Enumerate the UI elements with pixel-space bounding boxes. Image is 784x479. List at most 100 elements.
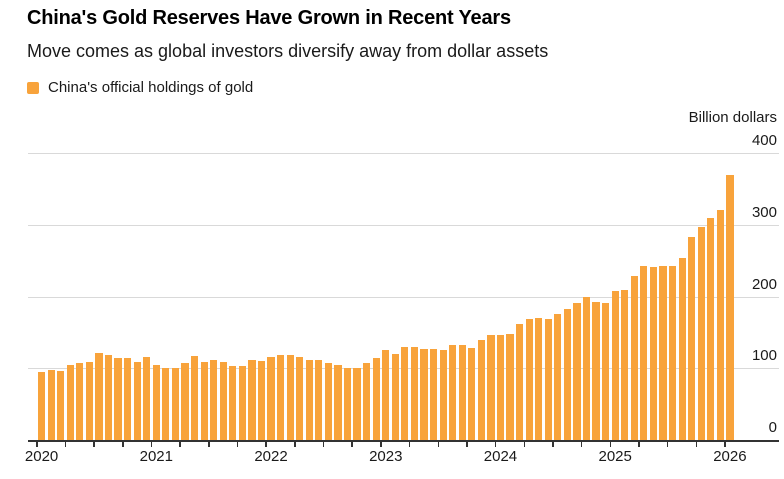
bar-month [152, 365, 160, 440]
bar-month [363, 362, 371, 440]
bar-month [343, 367, 352, 440]
bar-month [296, 356, 304, 440]
x-axis-tick [437, 442, 440, 447]
bar-month [726, 174, 734, 440]
x-axis-tick [466, 442, 468, 447]
bar-month [707, 217, 715, 440]
x-axis-tick [724, 442, 726, 447]
x-axis-tick [609, 442, 612, 447]
x-axis-tick [93, 442, 95, 447]
x-axis-tick [523, 442, 526, 447]
chart-subtitle: Move comes as global investors diversify… [27, 41, 549, 61]
x-axis-tick [122, 442, 124, 447]
bar-month [668, 265, 677, 440]
legend-label: China's official holdings of gold [48, 79, 254, 96]
bar-month [535, 318, 543, 440]
y-tick-label: 0 [768, 419, 777, 436]
bar-month [602, 302, 610, 440]
x-axis-tick [494, 442, 497, 447]
bar-month [238, 366, 246, 440]
bar-month [143, 357, 151, 440]
bar-month [248, 360, 256, 440]
bar-month [219, 361, 227, 440]
bar-month [66, 365, 74, 440]
bar-month [257, 361, 266, 440]
bar-month [210, 360, 218, 440]
bar-month [496, 334, 505, 440]
bar-month [420, 348, 428, 440]
bar-month [267, 357, 275, 440]
chart-title: China's Gold Reserves Have Grown in Rece… [27, 7, 511, 29]
bar-month [506, 333, 514, 440]
x-axis-tick [179, 442, 181, 447]
y-tick-label: 200 [751, 275, 777, 293]
x-axis-tick [36, 442, 38, 447]
x-axis-tick [208, 442, 210, 447]
bar-month [171, 367, 180, 440]
bar-month [621, 290, 629, 440]
x-axis-tick [294, 442, 296, 447]
x-axis-tick [638, 442, 640, 447]
bar-month [678, 258, 686, 440]
bar-month [38, 371, 46, 440]
bar-month [439, 349, 447, 440]
bar-month [563, 308, 571, 440]
bar-month [640, 266, 648, 440]
bar-month [477, 339, 485, 440]
x-axis-tick [666, 442, 669, 447]
bar-month [458, 345, 466, 440]
x-year-label: 2021 [139, 448, 173, 465]
bar-month [372, 358, 380, 440]
bar-month [630, 275, 638, 440]
legend-swatch-icon [27, 81, 39, 94]
bar-month [516, 324, 524, 440]
x-axis-tick [695, 442, 698, 447]
bar-month [410, 347, 419, 440]
bar-month [573, 302, 581, 440]
y-tick-label: 100 [751, 347, 777, 365]
bar-month [181, 363, 189, 440]
bar-month [449, 345, 457, 440]
bar-month [324, 363, 332, 440]
bar-month [401, 347, 409, 440]
bar-month [85, 361, 93, 440]
bar-month [57, 371, 65, 440]
bar-month [95, 353, 103, 440]
x-axis-tick [322, 442, 325, 447]
x-axis-tick [265, 442, 267, 447]
bar-month [305, 359, 313, 440]
bar-chart: Billion dollars 0 100 200 300 400 2020 2021 202… [0, 105, 784, 479]
bar-month [659, 266, 667, 440]
bar-month [104, 354, 113, 440]
gridline-200 [28, 296, 779, 298]
bar-month [525, 319, 533, 440]
x-axis-tick [351, 442, 353, 447]
x-year-label: 2023 [369, 448, 403, 465]
bar-month [334, 365, 342, 440]
x-axis-tick [150, 442, 153, 447]
x-year-label: 2020 [24, 448, 59, 465]
bar-month [688, 236, 696, 440]
legend: China's official holdings of gold [27, 79, 253, 96]
bar-month [353, 368, 361, 440]
x-axis-tick [380, 442, 382, 447]
bar-month [429, 348, 438, 440]
gridline-400 [28, 153, 779, 154]
bar-month [544, 318, 552, 440]
bar-month [190, 356, 199, 440]
bar-month [716, 210, 724, 440]
y-tick-label: 300 [751, 203, 777, 221]
bar-month [114, 358, 122, 440]
bar-month [611, 291, 619, 440]
bar-month [382, 350, 390, 440]
x-year-label: 2022 [254, 448, 288, 465]
bar-month [200, 361, 208, 440]
gridline-300 [28, 224, 779, 226]
bar-month [277, 354, 285, 440]
x-year-label: 2024 [483, 448, 518, 465]
x-axis-tick [552, 442, 554, 447]
bar-month [582, 297, 591, 440]
bar-month [286, 354, 294, 440]
y-axis-unit-label: Billion dollars [688, 109, 777, 126]
